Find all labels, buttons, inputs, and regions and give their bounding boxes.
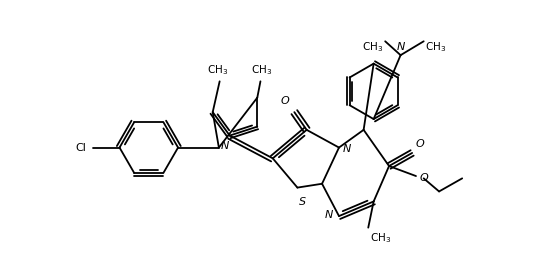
Text: CH$_3$: CH$_3$ [362,40,384,53]
Text: O: O [416,139,425,149]
Text: N: N [324,210,333,220]
Text: N: N [343,144,351,154]
Text: CH$_3$: CH$_3$ [208,64,229,78]
Text: N: N [396,42,405,52]
Text: CH$_3$: CH$_3$ [425,40,446,53]
Text: CH$_3$: CH$_3$ [370,232,391,245]
Text: S: S [299,197,306,207]
Text: O: O [420,173,428,183]
Text: Cl: Cl [76,143,87,153]
Text: CH$_3$: CH$_3$ [251,64,272,78]
Text: N: N [220,141,229,151]
Text: O: O [281,96,290,106]
